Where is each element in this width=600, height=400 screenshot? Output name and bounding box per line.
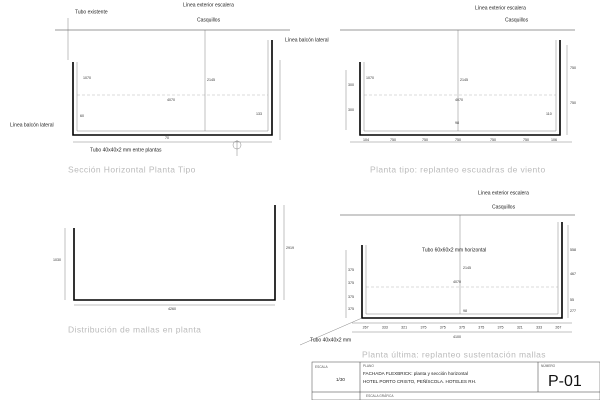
dimension: 375: [440, 325, 446, 329]
dimension: 321: [517, 325, 523, 329]
view-title: Planta tipo: replanteo escuadras de vien…: [370, 164, 546, 174]
dimension: 375: [420, 325, 426, 329]
label: Línea exterior escalera: [478, 190, 529, 196]
dimension: 110: [546, 112, 552, 116]
dimension: 375: [459, 325, 465, 329]
sheet-number: P-01: [548, 373, 582, 390]
dimension: 60: [80, 114, 84, 118]
dimension: 300: [348, 108, 354, 112]
label: Línea exterior escalera: [475, 5, 526, 11]
label: Casquillos: [197, 17, 221, 23]
dimension: 750: [523, 138, 529, 142]
plan-bottom-right: [299, 214, 575, 346]
plan-bottom-left: [64, 205, 285, 306]
dimension: 300: [348, 83, 354, 87]
field-label: ESCALA: [315, 365, 328, 369]
dimension: 267: [363, 325, 369, 329]
dimension: 267: [555, 325, 561, 329]
dimension: 4100: [453, 335, 461, 339]
view-title: Planta última: replanteo sustentación ma…: [362, 349, 546, 359]
dimension: 750: [455, 138, 461, 142]
plan-top-left: [55, 18, 290, 156]
dimension: 750: [570, 66, 576, 70]
field-label: NÚMERO: [541, 363, 556, 368]
dimension: 133: [256, 112, 262, 116]
dimension: 467: [570, 272, 576, 276]
dimension: 750: [490, 138, 496, 142]
project: HOTEL PORTO CRISTO, PEÑÍSCOLA. HOTELES R…: [363, 378, 476, 384]
scale: 1/30: [336, 377, 345, 382]
dimension: 4070: [167, 98, 175, 102]
dimension: 2145: [207, 78, 215, 82]
plan-title: FACHADA FLEXBRICK: planta y sección hori…: [363, 371, 468, 376]
label: Casquillos: [492, 204, 516, 210]
view-title: Sección Horizontal Planta Tipo: [68, 164, 196, 174]
label: Tubo existente: [75, 9, 108, 15]
dimension: 375: [348, 268, 354, 272]
plan-top-right: [340, 29, 575, 143]
title-block: [311, 361, 600, 400]
view-title: Distribución de mallas en planta: [68, 324, 201, 334]
dimension: 4260: [168, 307, 176, 311]
dimension: 375: [348, 307, 354, 311]
label: Línea exterior escalera: [183, 2, 234, 8]
dimension: 750: [390, 138, 396, 142]
dimension: 98: [463, 309, 467, 313]
label: Línea balcón lateral: [10, 122, 54, 128]
dimension: 2919: [286, 246, 294, 250]
dimension: 1070: [366, 76, 374, 80]
dimension: 2145: [463, 266, 471, 270]
label: Tubo 40x40x2 mm: [310, 337, 351, 343]
label: Tubo 40x40x2 mm entre plantas: [90, 147, 162, 153]
field-label: PLANO: [363, 364, 374, 368]
dimension: 333: [536, 325, 542, 329]
dimension: 106: [551, 138, 557, 142]
dimension: 375: [478, 325, 484, 329]
dimension: 321: [401, 325, 407, 329]
dimension: 104: [363, 138, 369, 142]
dimension: 375: [498, 325, 504, 329]
dimension: 750: [570, 101, 576, 105]
dimension: 2145: [460, 78, 468, 82]
dimension: 277: [570, 309, 576, 313]
dimension: 375: [348, 295, 354, 299]
dimension: 558: [570, 248, 576, 252]
dimension: 98: [455, 121, 459, 125]
dimension: 1070: [83, 76, 91, 80]
field-label: ESCALA GRÁFICA: [366, 394, 394, 398]
dimension-row: 267 333 321 375 375 375 375 375 321 333 267: [363, 325, 562, 329]
dimension: 70: [165, 136, 169, 140]
label: Línea balcón lateral: [285, 37, 329, 43]
dimension: 333: [382, 325, 388, 329]
dimension: 750: [422, 138, 428, 142]
dimension: 55: [570, 298, 574, 302]
dimension: 4070: [453, 280, 461, 284]
dimension: 4070: [455, 98, 463, 102]
dimension: 1030: [53, 258, 61, 262]
label: Casquillos: [505, 17, 529, 23]
label: Tubo 60x60x2 mm horizontal: [422, 247, 486, 253]
dimension: 375: [348, 281, 354, 285]
